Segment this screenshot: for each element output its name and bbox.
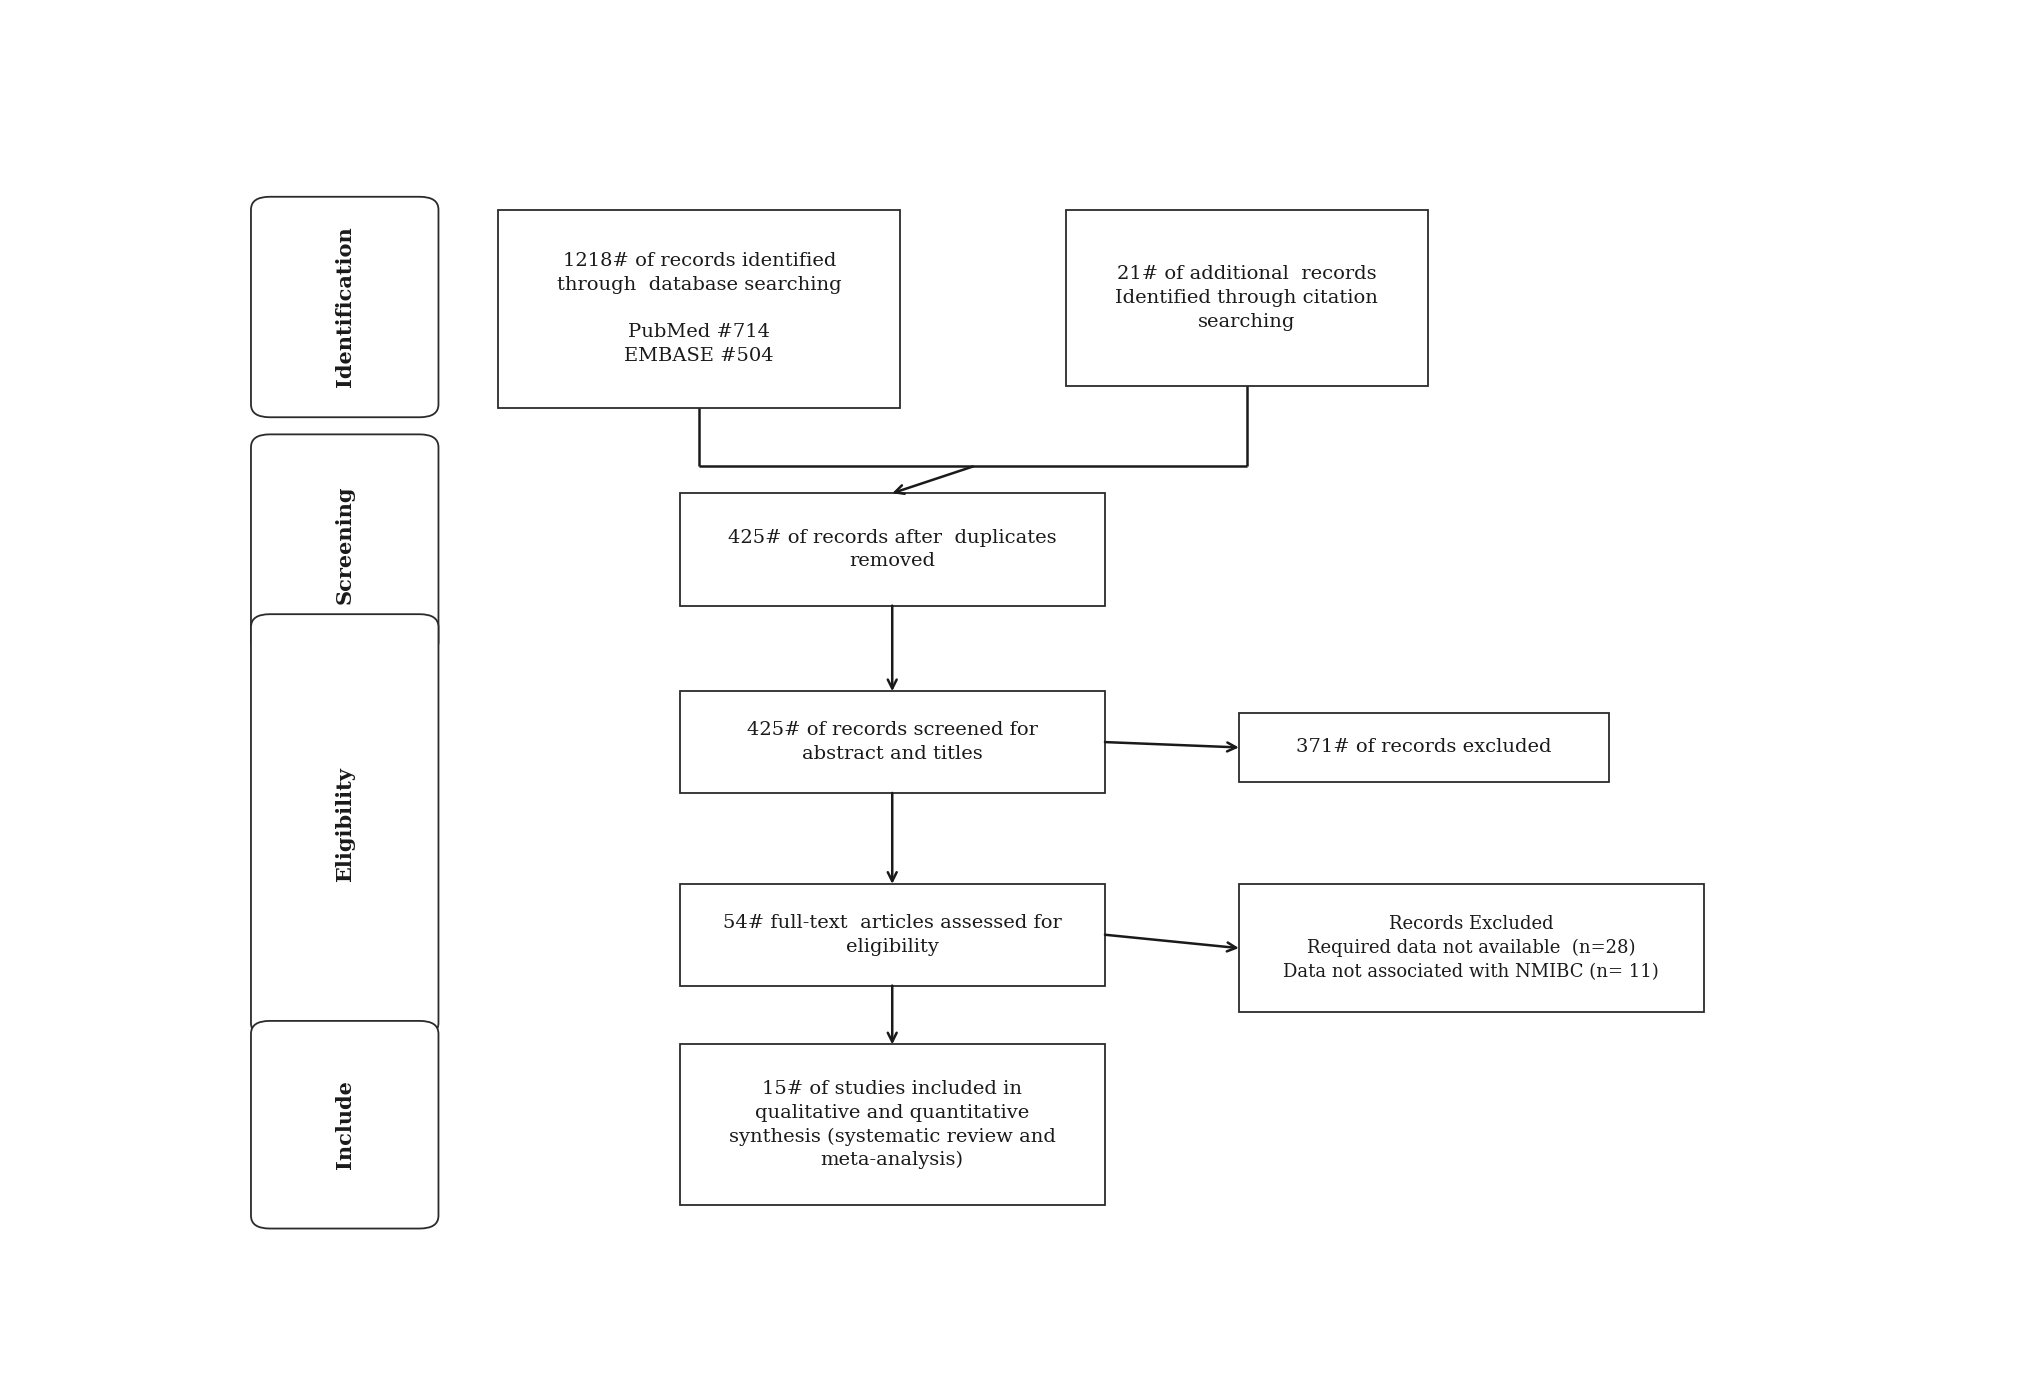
FancyBboxPatch shape	[679, 884, 1105, 986]
FancyBboxPatch shape	[679, 691, 1105, 792]
Text: 1218# of records identified
through  database searching

PubMed #714
EMBASE #504: 1218# of records identified through data…	[557, 253, 841, 364]
FancyBboxPatch shape	[679, 1044, 1105, 1205]
FancyBboxPatch shape	[1237, 884, 1703, 1012]
Text: 371# of records excluded: 371# of records excluded	[1296, 738, 1550, 756]
FancyBboxPatch shape	[679, 493, 1105, 606]
FancyBboxPatch shape	[498, 210, 900, 407]
Text: Include: Include	[335, 1080, 354, 1169]
Text: Screening: Screening	[335, 485, 354, 603]
Text: Identification: Identification	[335, 227, 354, 388]
Text: 15# of studies included in
qualitative and quantitative
synthesis (systematic re: 15# of studies included in qualitative a…	[727, 1080, 1055, 1169]
FancyBboxPatch shape	[1065, 210, 1426, 386]
Text: 21# of additional  records
Identified through citation
searching: 21# of additional records Identified thr…	[1116, 265, 1378, 331]
Text: 54# full-text  articles assessed for
eligibility: 54# full-text articles assessed for elig…	[723, 915, 1061, 955]
FancyBboxPatch shape	[1237, 713, 1609, 783]
Text: Eligibility: Eligibility	[335, 767, 354, 883]
FancyBboxPatch shape	[250, 614, 439, 1036]
FancyBboxPatch shape	[250, 1020, 439, 1229]
FancyBboxPatch shape	[250, 434, 439, 655]
Text: Records Excluded
Required data not available  (n=28)
Data not associated with NM: Records Excluded Required data not avail…	[1282, 916, 1658, 981]
Text: 425# of records after  duplicates
removed: 425# of records after duplicates removed	[727, 528, 1057, 570]
Text: 425# of records screened for
abstract and titles: 425# of records screened for abstract an…	[746, 721, 1036, 763]
FancyBboxPatch shape	[250, 197, 439, 417]
